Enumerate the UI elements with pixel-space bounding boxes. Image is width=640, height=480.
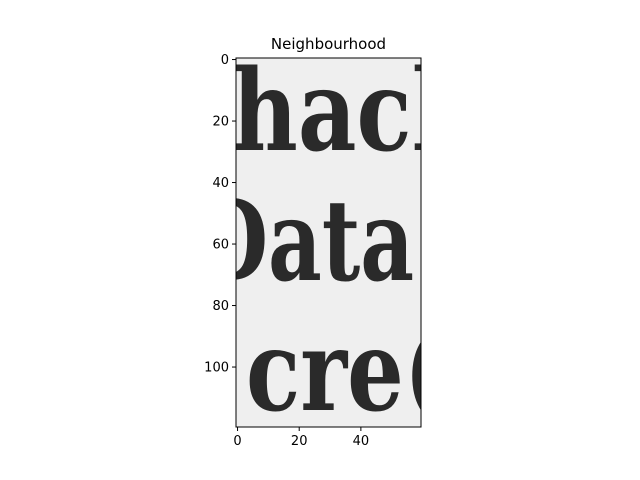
image-background <box>236 58 421 427</box>
heatmap-image: hacl Data cre( <box>196 46 446 437</box>
image-text-line-3: cre( <box>246 306 446 437</box>
x-axis: 0 20 40 <box>233 427 369 449</box>
image-text-line-2: Data <box>196 176 414 307</box>
y-tick-label: 20 <box>212 115 229 130</box>
y-tick-label: 40 <box>212 176 229 191</box>
plot-frame <box>235 57 422 428</box>
y-tick-label: 60 <box>212 238 229 253</box>
y-axis: 0 20 40 60 80 100 <box>204 53 236 376</box>
x-tick-label: 20 <box>291 434 308 449</box>
x-tick-label: 40 <box>353 434 370 449</box>
y-tick-label: 0 <box>221 53 229 68</box>
chart-title: Neighbourhood <box>271 35 386 53</box>
y-tick-label: 80 <box>212 299 229 314</box>
y-tick-label: 100 <box>204 361 229 376</box>
x-tick-label: 0 <box>233 434 241 449</box>
image-text-line-1: hacl <box>232 46 446 177</box>
